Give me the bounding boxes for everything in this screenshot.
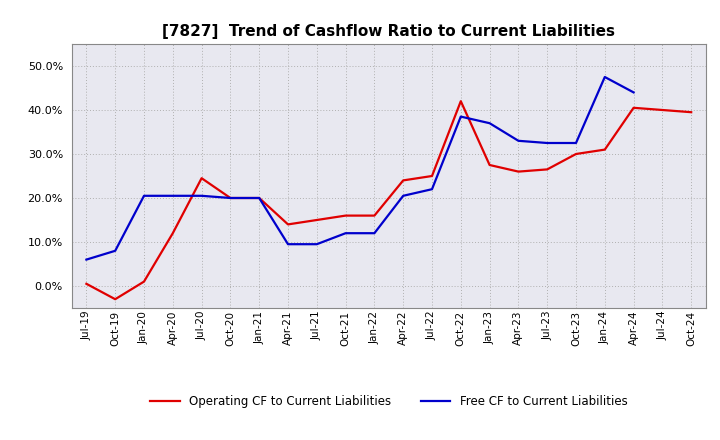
Free CF to Current Liabilities bbox=[255, 195, 264, 201]
Free CF to Current Liabilities bbox=[140, 193, 148, 198]
Operating CF to Current Liabilities bbox=[600, 147, 609, 152]
Operating CF to Current Liabilities bbox=[255, 195, 264, 201]
Free CF to Current Liabilities bbox=[341, 231, 350, 236]
Free CF to Current Liabilities bbox=[312, 242, 321, 247]
Free CF to Current Liabilities bbox=[399, 193, 408, 198]
Free CF to Current Liabilities bbox=[572, 140, 580, 146]
Free CF to Current Liabilities bbox=[600, 74, 609, 80]
Operating CF to Current Liabilities bbox=[485, 162, 494, 168]
Operating CF to Current Liabilities bbox=[428, 173, 436, 179]
Free CF to Current Liabilities bbox=[543, 140, 552, 146]
Free CF to Current Liabilities bbox=[485, 121, 494, 126]
Operating CF to Current Liabilities bbox=[226, 195, 235, 201]
Operating CF to Current Liabilities bbox=[312, 217, 321, 223]
Line: Operating CF to Current Liabilities: Operating CF to Current Liabilities bbox=[86, 101, 691, 299]
Operating CF to Current Liabilities bbox=[341, 213, 350, 218]
Operating CF to Current Liabilities bbox=[629, 105, 638, 110]
Operating CF to Current Liabilities bbox=[168, 231, 177, 236]
Free CF to Current Liabilities bbox=[284, 242, 292, 247]
Free CF to Current Liabilities bbox=[456, 114, 465, 119]
Operating CF to Current Liabilities bbox=[140, 279, 148, 284]
Operating CF to Current Liabilities bbox=[456, 99, 465, 104]
Operating CF to Current Liabilities bbox=[543, 167, 552, 172]
Operating CF to Current Liabilities bbox=[370, 213, 379, 218]
Operating CF to Current Liabilities bbox=[514, 169, 523, 174]
Line: Free CF to Current Liabilities: Free CF to Current Liabilities bbox=[86, 77, 634, 260]
Title: [7827]  Trend of Cashflow Ratio to Current Liabilities: [7827] Trend of Cashflow Ratio to Curren… bbox=[162, 24, 616, 39]
Operating CF to Current Liabilities bbox=[687, 110, 696, 115]
Operating CF to Current Liabilities bbox=[658, 107, 667, 113]
Free CF to Current Liabilities bbox=[168, 193, 177, 198]
Free CF to Current Liabilities bbox=[111, 248, 120, 253]
Free CF to Current Liabilities bbox=[226, 195, 235, 201]
Free CF to Current Liabilities bbox=[514, 138, 523, 143]
Free CF to Current Liabilities bbox=[428, 187, 436, 192]
Operating CF to Current Liabilities bbox=[82, 281, 91, 286]
Free CF to Current Liabilities bbox=[370, 231, 379, 236]
Free CF to Current Liabilities bbox=[629, 90, 638, 95]
Operating CF to Current Liabilities bbox=[284, 222, 292, 227]
Operating CF to Current Liabilities bbox=[111, 297, 120, 302]
Free CF to Current Liabilities bbox=[82, 257, 91, 262]
Free CF to Current Liabilities bbox=[197, 193, 206, 198]
Legend: Operating CF to Current Liabilities, Free CF to Current Liabilities: Operating CF to Current Liabilities, Fre… bbox=[145, 391, 632, 413]
Operating CF to Current Liabilities bbox=[572, 151, 580, 157]
Operating CF to Current Liabilities bbox=[197, 176, 206, 181]
Operating CF to Current Liabilities bbox=[399, 178, 408, 183]
